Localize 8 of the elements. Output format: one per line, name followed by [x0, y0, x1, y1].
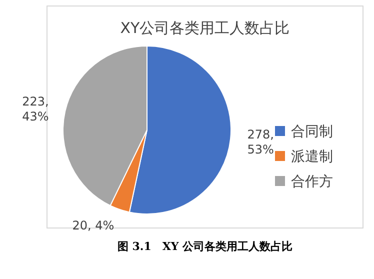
data-label: 20, 4% — [72, 218, 114, 232]
chart-title: XY公司各类用工人数占比 — [120, 19, 290, 37]
legend-label: 合同制 — [291, 124, 333, 140]
legend-label: 派遣制 — [291, 149, 333, 165]
data-label: 223, 43% — [22, 94, 49, 124]
caption: 图 3.1 XY 公司各类用工人数占比 — [117, 240, 293, 253]
legend-label: 合作方 — [291, 174, 333, 190]
data-label: 278, 53% — [247, 128, 274, 157]
